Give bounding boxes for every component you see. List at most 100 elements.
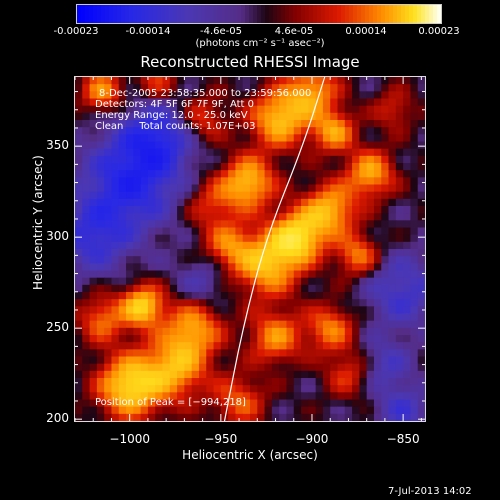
heatmap-cell [359,356,368,365]
heatmap-cell [352,213,360,221]
heatmap-cell [242,313,251,322]
heatmap-cell [126,349,134,357]
heatmap-cell [359,77,368,85]
heatmap-cell [96,406,105,415]
heatmap-cell [126,184,134,193]
heatmap-cell [250,206,258,214]
heatmap-cell [293,220,302,228]
heatmap-cell [322,184,331,193]
heatmap-cell [133,284,142,293]
heatmap-cell [410,413,419,421]
heatmap-cell [308,378,317,386]
heatmap-cell [286,184,295,193]
heatmap-cell [344,120,353,128]
timestamp: 7-Jul-2013 14:02 [388,486,472,497]
heatmap-cell [206,335,215,343]
heatmap-cell [169,277,178,286]
heatmap-cell [177,141,185,150]
heatmap-cell [118,270,127,279]
heatmap-cell [111,284,120,293]
heatmap-cell [104,241,112,250]
heatmap-cell [344,270,353,279]
heatmap-cell [213,370,222,379]
heatmap-cell [104,299,112,307]
heatmap-cell [162,127,171,135]
heatmap-cell [191,220,200,228]
heatmap-cell [264,177,273,185]
heatmap-cell [250,234,258,243]
heatmap-cell [301,270,309,279]
heatmap-cell [330,399,338,408]
heatmap-cell [330,356,338,365]
heatmap-cell [395,198,404,207]
heatmap-cell [271,299,280,307]
heatmap-cell [352,378,360,386]
heatmap-cell [293,392,302,400]
heatmap-cell [322,342,331,350]
heatmap-cell [410,120,419,128]
heatmap-cell [111,220,120,228]
heatmap-cell [315,370,324,379]
heatmap-cell [213,406,222,415]
heatmap-cell [140,413,149,421]
heatmap-cell [417,234,425,243]
colorbar-segment [317,5,322,23]
heatmap-cell [366,313,375,322]
heatmap-cell [198,327,207,336]
heatmap-cell [322,191,331,200]
heatmap-cell [410,299,419,307]
heatmap-cell [337,392,346,400]
heatmap-cell [381,306,390,314]
heatmap-cell [301,177,309,185]
heatmap-cell [104,134,112,142]
heatmap-cell [417,306,425,314]
heatmap-cell [250,299,258,307]
heatmap-cell [417,349,425,357]
heatmap-cell [388,306,397,314]
heatmap-cell [293,141,302,150]
heatmap-cell [373,163,382,171]
heatmap-cell [213,249,222,257]
heatmap-cell [417,170,425,178]
heatmap-cell [403,413,411,421]
heatmap-cell [395,191,404,200]
heatmap-cell [184,327,193,336]
heatmap-cell [140,134,149,142]
heatmap-cell [388,320,397,329]
heatmap-cell [198,191,207,200]
heatmap-cell [330,406,338,415]
heatmap-cell [381,363,390,372]
heatmap-cell [140,306,149,314]
heatmap-cell [417,206,425,214]
heatmap-cell [75,120,83,128]
heatmap-cell [308,91,317,99]
heatmap-cell [96,227,105,236]
heatmap-cell [140,234,149,243]
heatmap-cell [169,399,178,408]
heatmap-cell [96,155,105,164]
heatmap-cell [301,234,309,243]
heatmap-cell [308,120,317,128]
heatmap-cell [213,270,222,279]
heatmap-cell [373,213,382,221]
heatmap-cell [395,256,404,264]
heatmap-cell [198,155,207,164]
heatmap-cell [89,163,98,171]
heatmap-cell [286,284,295,293]
heatmap-cell [286,249,295,257]
heatmap-cell [366,91,375,99]
heatmap-cell [279,241,287,250]
heatmap-cell [337,313,346,322]
heatmap-cell [366,299,375,307]
heatmap-cell [169,234,178,243]
heatmap-cell [381,184,390,193]
heatmap-cell [242,220,251,228]
heatmap-cell [359,177,368,185]
x-tick-label: −1000 [109,432,150,446]
heatmap-cell [104,356,112,365]
heatmap-cell [279,363,287,372]
heatmap-cell [395,227,404,236]
heatmap-cell [206,363,215,372]
heatmap-cell [264,134,273,142]
heatmap-cell [286,234,295,243]
